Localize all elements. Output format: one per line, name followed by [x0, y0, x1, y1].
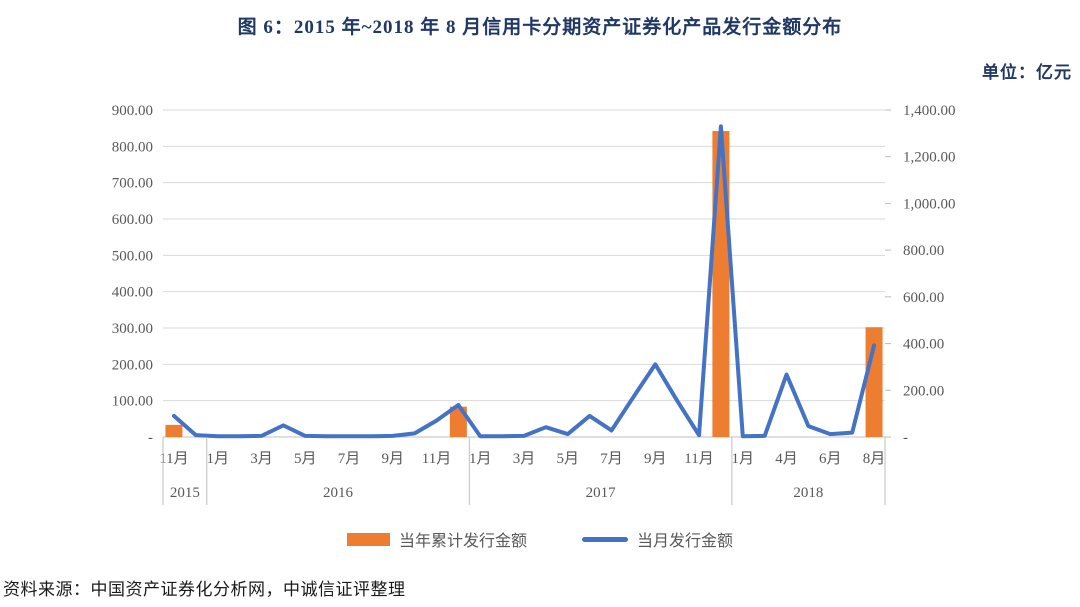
- right-axis-tick-label: -: [903, 430, 908, 446]
- left-axis-tick-label: -: [148, 430, 153, 446]
- year-label: 2018: [793, 485, 823, 501]
- month-label: 7月: [600, 451, 623, 467]
- right-axis-tick-label: 400.00: [903, 337, 944, 353]
- left-axis-tick-label: 300.00: [112, 321, 153, 337]
- left-axis-tick-label: 400.00: [112, 285, 153, 301]
- legend-item-monthly: 当月发行金额: [582, 527, 733, 551]
- left-axis-tick-label: 200.00: [112, 357, 153, 373]
- chart-title: 图 6：2015 年~2018 年 8 月信用卡分期资产证券化产品发行金额分布: [237, 17, 843, 38]
- month-label: 9月: [381, 451, 404, 467]
- right-axis-tick-label: 1,200.00: [903, 150, 956, 166]
- month-label: 1月: [206, 451, 229, 467]
- month-label: 7月: [338, 451, 361, 467]
- legend-cumulative-label: 当年累计发行金额: [398, 533, 527, 550]
- left-axis-tick-label: 700.00: [112, 176, 153, 192]
- month-label: 11月: [684, 451, 713, 467]
- month-label: 5月: [556, 451, 579, 467]
- right-axis-tick-label: 800.00: [903, 243, 944, 259]
- month-label: 1月: [469, 451, 492, 467]
- month-label: 3月: [250, 451, 273, 467]
- right-axis-tick-label: 1,000.00: [903, 196, 956, 212]
- year-label: 2015: [170, 485, 200, 501]
- left-axis-tick-label: 500.00: [112, 248, 153, 264]
- bar-swatch-icon: [346, 532, 390, 546]
- chart-canvas: - 100.00 200.00 300.00 400.00 500.00 600.00 700…: [112, 103, 956, 505]
- year-label: 2017: [586, 485, 617, 501]
- right-axis-tick-label: 1,400.00: [903, 103, 956, 119]
- source-note: 资料来源：中国资产证券化分析网，中诚信证评整理: [3, 580, 406, 599]
- monthly-issuance-line: [171, 124, 877, 439]
- left-axis-tick-label: 100.00: [112, 394, 153, 410]
- month-label: 5月: [294, 451, 317, 467]
- right-axis-tick-label: 600.00: [903, 290, 944, 306]
- month-label: 4月: [775, 451, 798, 467]
- line-swatch-icon: [582, 536, 628, 542]
- bar-12月: [712, 131, 730, 437]
- month-label: 11月: [159, 451, 188, 467]
- month-label: 3月: [513, 451, 536, 467]
- year-label: 2016: [323, 485, 354, 501]
- legend: 当年累计发行金额 当月发行金额: [0, 527, 1080, 551]
- right-axis-tick-label: 200.00: [903, 383, 944, 399]
- month-label: 8月: [863, 451, 886, 467]
- month-label: 1月: [732, 451, 755, 467]
- legend-monthly-label: 当月发行金额: [637, 533, 734, 550]
- left-axis-tick-label: 600.00: [112, 212, 153, 228]
- month-label: 6月: [819, 451, 842, 467]
- bar-11月: [165, 424, 183, 437]
- month-label: 9月: [644, 451, 667, 467]
- left-axis-tick-label: 800.00: [112, 139, 153, 155]
- left-axis-tick-label: 900.00: [112, 103, 153, 119]
- legend-item-cumulative: 当年累计发行金额: [346, 527, 527, 551]
- unit-label: 单位：亿元: [982, 63, 1072, 82]
- month-label: 11月: [422, 451, 451, 467]
